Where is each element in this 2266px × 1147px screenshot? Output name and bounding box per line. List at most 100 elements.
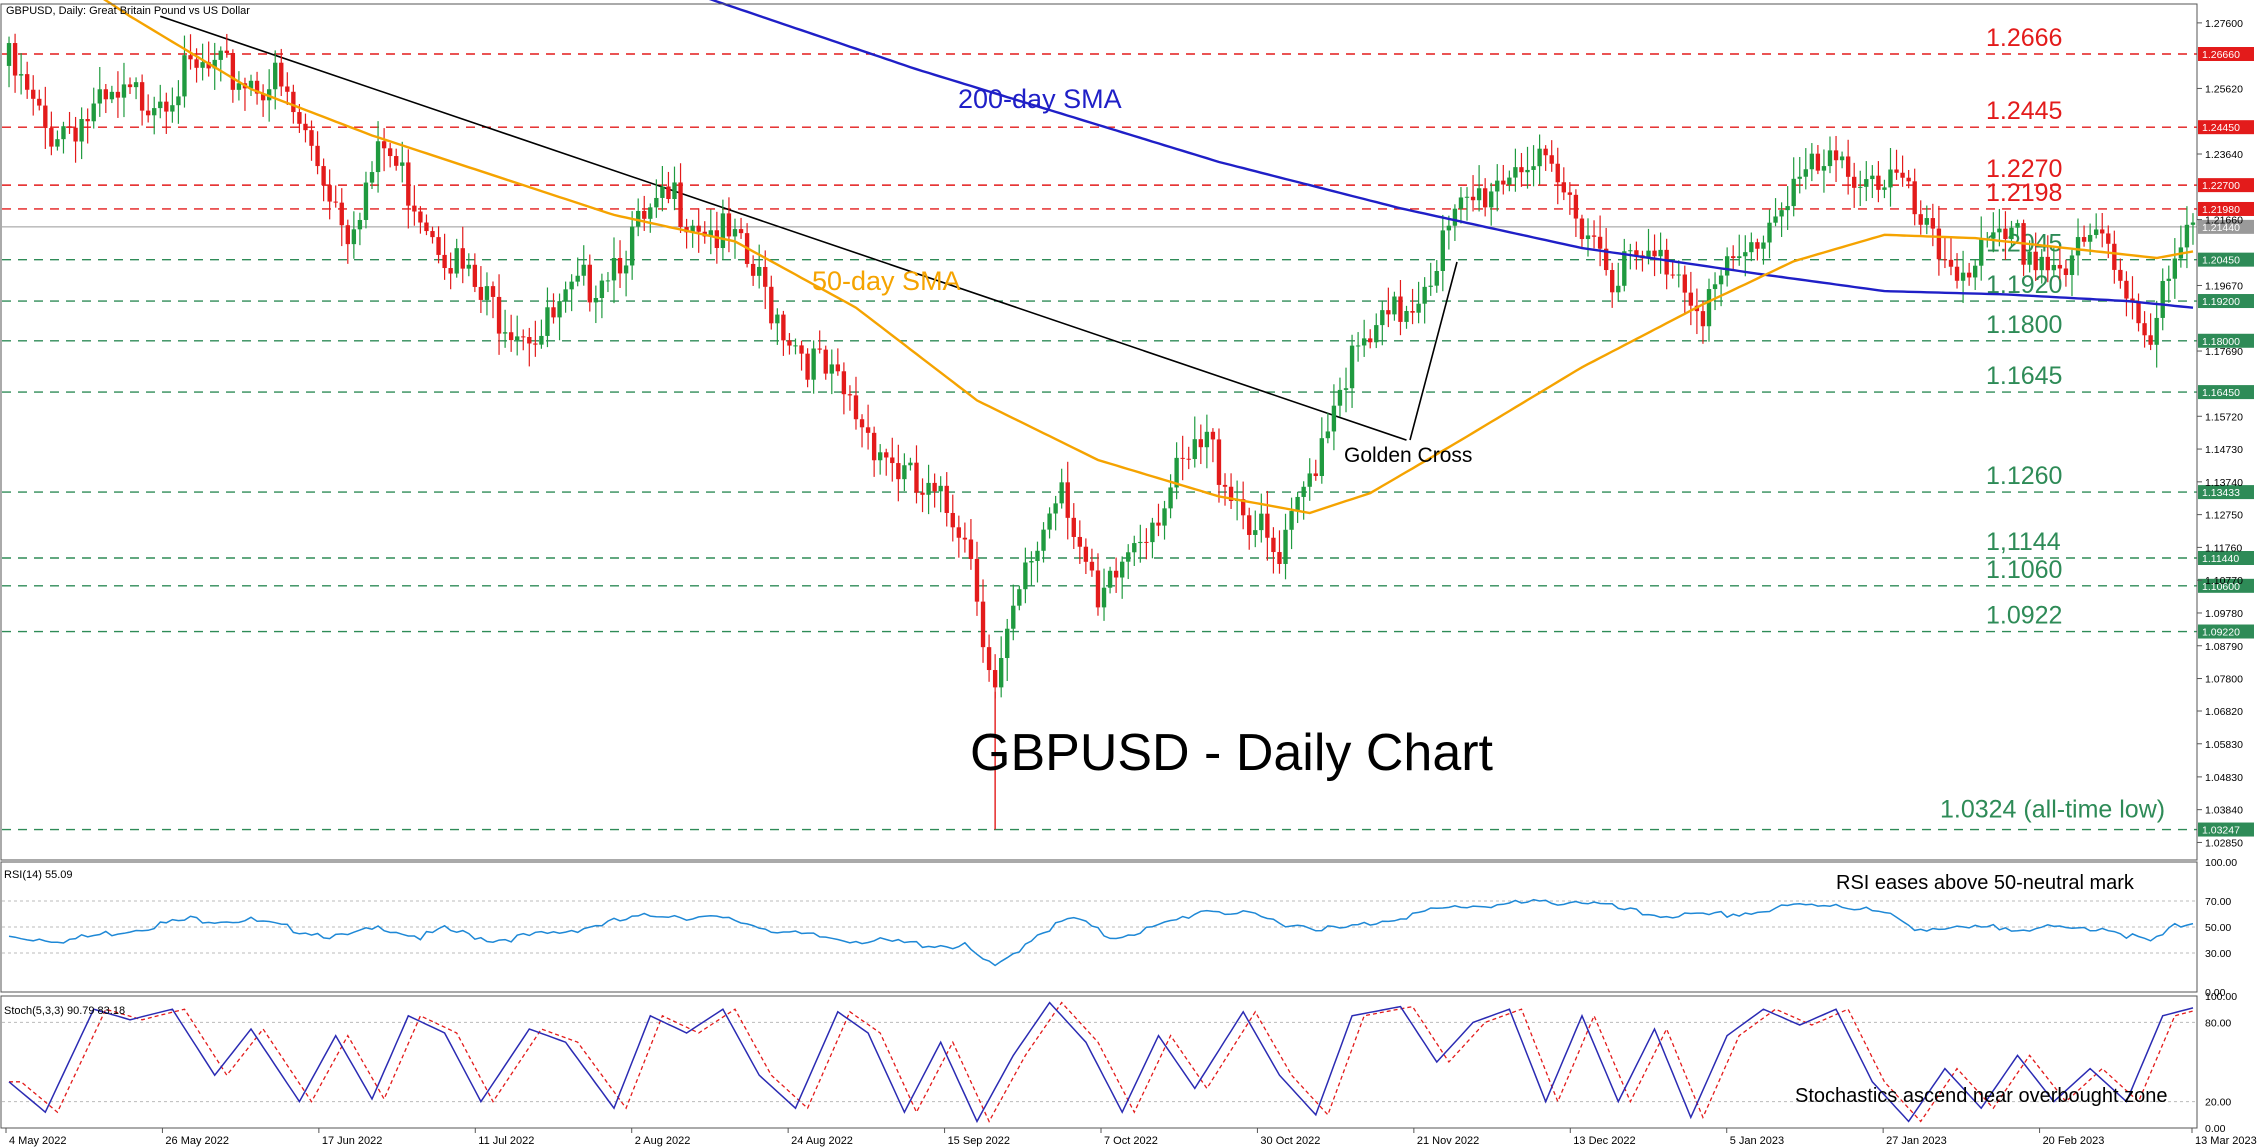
candle-body: [1773, 216, 1778, 223]
candle-body: [1749, 242, 1754, 253]
candle: [611, 237, 617, 304]
candle-body: [1809, 153, 1815, 170]
axis-level-badge: [2198, 47, 2254, 62]
candle-body: [629, 226, 635, 266]
candle-body: [194, 59, 199, 68]
candle: [2118, 258, 2123, 289]
candle-body: [533, 343, 538, 345]
axis-level-badge-text: 1.13433: [2202, 487, 2240, 499]
candle: [974, 541, 980, 616]
axis-level-badge: [2198, 578, 2254, 593]
candle-body: [878, 452, 883, 461]
current-price-text: 1.21440: [2202, 222, 2240, 234]
candle: [1652, 234, 1657, 277]
candle-body: [2003, 228, 2008, 240]
time-tick-label: 27 Jan 2023: [1886, 1135, 1947, 1147]
rsi-line: [8, 898, 2194, 967]
candle-body: [24, 74, 30, 90]
candle-body: [1634, 250, 1639, 256]
candle-body: [593, 297, 599, 303]
candle: [787, 333, 792, 355]
candle-body: [218, 50, 223, 60]
candle-body: [920, 492, 925, 495]
candle-body: [406, 162, 411, 206]
candle-body: [642, 210, 647, 219]
candle: [1204, 414, 1210, 469]
candle: [1156, 503, 1161, 537]
candle-body: [1664, 249, 1669, 275]
candle: [533, 320, 538, 357]
candle: [1525, 146, 1530, 189]
candle: [1458, 187, 1464, 224]
candle-body: [896, 463, 901, 480]
candle: [1815, 145, 1821, 175]
candle-body: [2106, 233, 2111, 244]
candle-body: [1228, 486, 1234, 501]
candle-body: [1101, 587, 1107, 608]
candle-body: [1603, 248, 1609, 271]
level-lines: 1.26661.24451.22701.21981.20451.19201.18…: [2, 24, 2197, 831]
candle-body: [539, 335, 544, 345]
candle: [1724, 247, 1730, 287]
candle: [1537, 134, 1542, 185]
candle: [158, 84, 163, 119]
candle: [454, 238, 459, 278]
candle: [1827, 136, 1833, 174]
candle-body: [968, 539, 974, 559]
axis-level-badge-text: 1.18000: [2202, 336, 2240, 348]
candle: [956, 515, 962, 558]
candle-body: [1670, 274, 1675, 276]
candle-body: [2154, 317, 2159, 345]
candle-body: [1398, 296, 1403, 322]
candle: [1670, 261, 1675, 279]
time-tick-label: 26 May 2022: [165, 1135, 229, 1147]
candle: [1410, 288, 1415, 325]
rsi-note: RSI eases above 50-neutral mark: [1836, 872, 2135, 894]
candle: [1821, 149, 1827, 193]
time-tick-label: 13 Dec 2022: [1573, 1135, 1635, 1147]
candle: [1924, 205, 1929, 235]
candle-body: [1543, 148, 1548, 156]
candle: [1392, 291, 1397, 321]
candle: [2081, 225, 2087, 247]
candle: [648, 203, 653, 233]
candle: [236, 71, 242, 101]
candle-body: [1035, 550, 1040, 561]
candle-body: [1452, 208, 1458, 226]
candle: [1005, 618, 1010, 681]
candle-body: [859, 419, 865, 428]
candle: [2033, 232, 2038, 281]
stoch-panel-frame: [0, 995, 2198, 1129]
candle: [127, 77, 133, 94]
candle: [406, 149, 411, 229]
candle: [515, 315, 520, 356]
stoch-tick-label: 0.00: [2205, 1123, 2226, 1135]
candle-body: [230, 52, 236, 90]
candle-body: [799, 345, 804, 354]
candle: [1870, 165, 1875, 199]
candle: [1743, 235, 1748, 277]
candle-body: [1210, 431, 1216, 440]
candle: [1404, 305, 1409, 329]
candle-body: [1803, 169, 1808, 177]
candle: [654, 179, 659, 218]
candle: [999, 636, 1004, 698]
level-label: 1.0324 (all-time low): [1940, 796, 2165, 824]
candle-body: [2039, 256, 2044, 271]
candle: [1489, 182, 1494, 226]
level-label: 1.1800: [1986, 311, 2062, 339]
candle: [781, 310, 786, 356]
candle: [757, 244, 762, 289]
candle: [1858, 170, 1863, 207]
candle-body: [478, 286, 484, 300]
time-tick-label: 2 Aug 2022: [635, 1135, 691, 1147]
candle-body: [266, 89, 272, 101]
candle-body: [980, 601, 986, 648]
candle-body: [1549, 155, 1554, 164]
candle-body: [1355, 345, 1361, 347]
candle: [1779, 202, 1784, 237]
candle-body: [1126, 552, 1131, 562]
candle: [1446, 215, 1452, 250]
candle: [708, 209, 713, 255]
